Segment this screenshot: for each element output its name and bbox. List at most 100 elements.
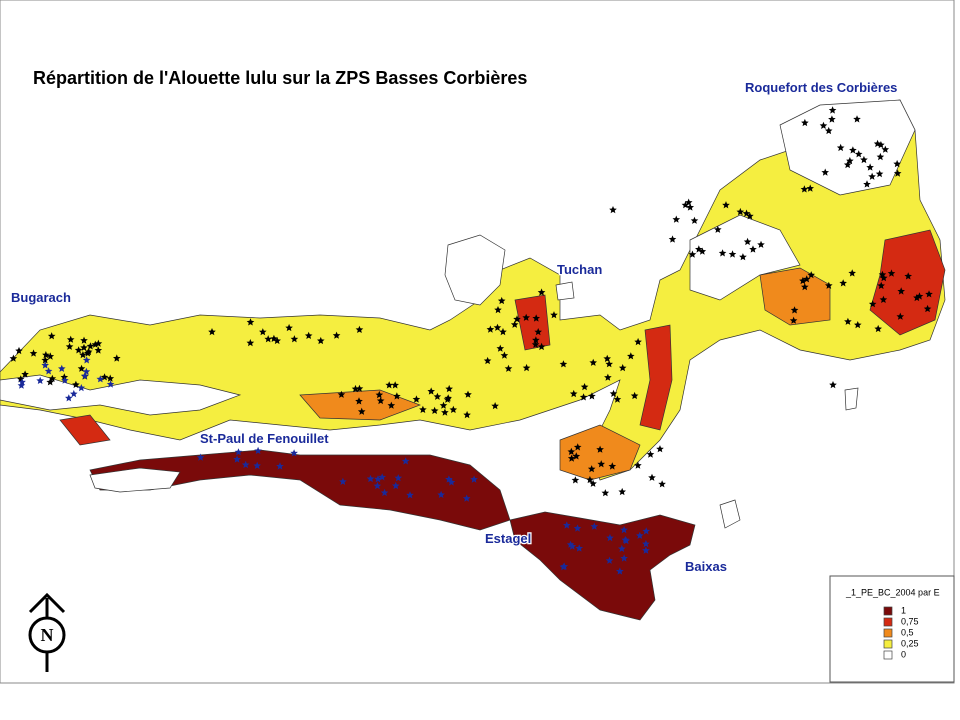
observation-star <box>373 481 382 490</box>
observation-star <box>241 460 250 469</box>
observation-star <box>9 354 18 362</box>
legend-swatch <box>883 628 893 638</box>
observation-star <box>618 544 626 552</box>
observation-star <box>897 287 905 295</box>
observation-star <box>887 269 896 277</box>
zone-mid <box>299 389 421 421</box>
observation-star <box>718 249 727 257</box>
observation-star <box>387 401 396 409</box>
observation-star <box>233 455 241 463</box>
observation-star <box>688 250 697 258</box>
observation-star <box>573 524 582 532</box>
zone-mid <box>559 424 641 481</box>
observation-star <box>605 360 613 368</box>
observation-star <box>853 115 861 123</box>
observation-star <box>77 384 86 392</box>
observation-star <box>532 314 540 322</box>
observation-star <box>290 335 299 343</box>
observation-star <box>714 225 722 233</box>
observation-star <box>843 160 852 169</box>
observation-star <box>437 490 445 498</box>
observations <box>9 106 933 575</box>
observation-star <box>749 245 757 253</box>
observation-star <box>681 201 690 209</box>
observation-star <box>634 461 642 469</box>
observation-star <box>392 481 400 490</box>
observation-star <box>878 270 887 278</box>
observation-star <box>385 381 393 389</box>
observation-star <box>113 354 121 362</box>
observation-star <box>668 235 677 243</box>
observation-star <box>876 152 885 161</box>
observation-star <box>620 526 628 534</box>
observation-star <box>79 351 87 359</box>
place-label: St-Paul de Fenouillet <box>200 431 329 446</box>
observation-star <box>836 143 845 152</box>
observation-star <box>613 395 622 403</box>
legend-swatch <box>883 606 893 616</box>
observation-star <box>58 364 66 372</box>
zone-none <box>779 99 916 196</box>
observation-star <box>848 269 856 277</box>
observation-star <box>789 316 798 324</box>
observation-star <box>579 393 588 401</box>
observation-star <box>196 453 205 461</box>
observation-star <box>877 141 885 149</box>
observation-star <box>273 336 281 345</box>
observation-star <box>609 389 618 397</box>
observation-star <box>601 489 610 497</box>
observation-star <box>17 381 26 389</box>
observation-star <box>567 454 576 462</box>
observation-star <box>824 126 833 135</box>
observation-star <box>589 479 597 487</box>
observation-star <box>868 300 877 308</box>
legend-title: _1_PE_BC_2004 par E <box>845 587 940 597</box>
observation-star <box>394 474 403 482</box>
observation-star <box>690 216 699 224</box>
observation-star <box>66 335 75 343</box>
observation-star <box>746 212 754 220</box>
observation-star <box>94 339 103 347</box>
observation-star <box>821 168 829 176</box>
observation-star <box>875 170 884 178</box>
observation-star <box>588 392 596 400</box>
observation-star <box>839 279 847 287</box>
observation-star <box>499 327 507 336</box>
observation-star <box>441 408 449 416</box>
observation-star <box>433 392 442 400</box>
observation-star <box>642 546 650 554</box>
observation-star <box>828 115 836 123</box>
observation-star <box>406 491 414 499</box>
zone-none <box>444 234 506 306</box>
observation-star <box>800 185 809 193</box>
observation-star <box>493 323 502 331</box>
observation-star <box>380 488 389 497</box>
observation-star <box>877 281 885 289</box>
observation-star <box>874 324 882 333</box>
observation-star <box>802 275 811 283</box>
observation-star <box>483 356 492 365</box>
observation-star <box>873 139 882 148</box>
observation-star <box>806 184 814 192</box>
observation-star <box>915 292 924 300</box>
observation-star <box>449 405 458 413</box>
islet <box>719 499 741 529</box>
observation-star <box>728 250 737 258</box>
observation-star <box>290 449 298 457</box>
observation-star <box>80 343 88 351</box>
north-label: N <box>41 625 54 645</box>
observation-star <box>391 381 399 389</box>
observation-star <box>65 342 74 350</box>
observation-star <box>825 281 833 289</box>
observation-star <box>603 354 611 362</box>
place-label: Roquefort des Corbières <box>745 80 897 95</box>
observation-star <box>60 373 69 381</box>
observation-star <box>234 448 243 456</box>
legend-label: 0,25 <box>901 638 919 648</box>
habitat-zones <box>0 99 946 621</box>
observation-star <box>893 169 902 177</box>
observation-star <box>65 394 73 402</box>
observation-star <box>596 445 604 453</box>
zone-high <box>59 414 111 446</box>
